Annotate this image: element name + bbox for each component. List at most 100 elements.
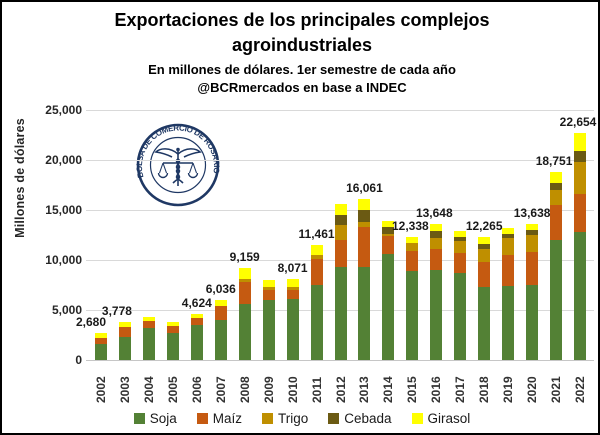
bar-segment-soja-2003	[118, 337, 131, 360]
bar-segment-trigo-2010	[286, 287, 299, 290]
legend-label-girasol: Girasol	[427, 410, 471, 426]
chart-subtitle-line2: @BCRmercados en base a INDEC	[197, 79, 407, 95]
bar-segment-trigo-2020	[526, 235, 539, 252]
x-tick-label-2014: 2014	[381, 376, 396, 403]
chart-title-block: Exportaciones de los principales complej…	[2, 8, 598, 96]
x-tick-label-2009: 2009	[261, 376, 276, 403]
bar-segment-maiz-2010	[286, 290, 299, 299]
bar-segment-soja-2015	[406, 271, 419, 360]
bar-segment-cebada-2019	[502, 233, 515, 238]
chart-legend: Soja Maíz Trigo Cebada Girasol	[2, 407, 598, 429]
x-tick-label-2015: 2015	[405, 376, 420, 403]
bar-segment-maiz-2004	[142, 321, 155, 328]
bar-segment-cebada-2022	[574, 151, 586, 162]
bar-segment-girasol-2021	[550, 172, 563, 183]
legend-item-maiz: Maíz	[196, 411, 242, 426]
bar-segment-trigo-2013	[358, 222, 371, 227]
bar-segment-trigo-2015	[406, 242, 419, 251]
bar-value-label-2007: 6,036	[205, 281, 236, 296]
bar-segment-soja-2016	[430, 270, 443, 360]
bar-segment-maiz-2014	[382, 236, 395, 254]
legend-item-cebada: Cebada	[328, 411, 392, 426]
bar-value-label-2013: 16,061	[346, 181, 383, 196]
bar-segment-trigo-2014	[382, 234, 395, 236]
bar-segment-maiz-2017	[454, 253, 467, 273]
bar-segment-girasol-2018	[478, 237, 491, 244]
bar-value-label-2011: 11,461	[298, 227, 335, 242]
x-tick-label-2011: 2011	[309, 376, 324, 403]
bar-value-label-2008: 9,159	[229, 250, 260, 265]
x-tick-label-2008: 2008	[237, 376, 252, 403]
chart-title-line2: agroindustriales	[231, 35, 373, 55]
bar-segment-trigo-2018	[478, 249, 491, 262]
bar-segment-soja-2007	[214, 320, 227, 360]
bar-segment-maiz-2012	[334, 240, 347, 267]
bar-segment-maiz-2015	[406, 251, 419, 271]
legend-item-girasol: Girasol	[411, 410, 471, 426]
bar-segment-maiz-2016	[430, 248, 443, 270]
bar-segment-cebada-2013	[358, 210, 371, 222]
bar-segment-maiz-2005	[166, 326, 179, 333]
bar-segment-maiz-2003	[118, 327, 131, 338]
bar-segment-girasol-2017	[454, 231, 467, 237]
y-tick-label: 25,000	[45, 103, 82, 117]
bar-segment-girasol-2002	[95, 333, 107, 338]
bar-segment-maiz-2011	[310, 259, 323, 285]
bar-segment-girasol-2013	[358, 199, 371, 210]
bar-value-label-2010: 8,071	[277, 261, 308, 276]
bar-segment-trigo-2019	[502, 238, 515, 255]
bar-segment-soja-2018	[478, 287, 491, 360]
y-tick-label: 0	[75, 353, 82, 367]
bar-segment-soja-2009	[262, 300, 275, 360]
x-tick-label-2007: 2007	[213, 376, 228, 403]
bar-value-label-2006: 4,624	[181, 295, 212, 310]
bar-value-label-2022: 22,654	[559, 115, 597, 130]
bar-segment-soja-2012	[334, 267, 347, 360]
y-tick-label: 15,000	[45, 203, 82, 217]
y-tick-label: 10,000	[45, 253, 82, 267]
bar-segment-cebada-2018	[478, 243, 491, 249]
bar-value-label-2018: 12,265	[465, 219, 503, 234]
bar-segment-soja-2008	[238, 304, 251, 360]
bar-segment-girasol-2019	[502, 228, 515, 234]
x-axis-line	[86, 360, 594, 361]
bar-value-label-2003: 3,778	[101, 304, 132, 319]
bar-segment-girasol-2009	[262, 280, 275, 287]
bar-segment-trigo-2011	[310, 255, 323, 259]
bar-segment-cebada-2020	[526, 230, 539, 235]
legend-swatch-maiz	[196, 412, 208, 424]
bar-segment-girasol-2012	[334, 204, 347, 215]
x-tick-label-2010: 2010	[285, 376, 300, 403]
bar-segment-cebada-2012	[334, 215, 347, 225]
chart-title-line1: Exportaciones de los principales complej…	[114, 10, 490, 30]
bar-segment-maiz-2008	[238, 282, 251, 304]
bar-segment-trigo-2022	[574, 162, 586, 194]
x-tick-label-2016: 2016	[429, 376, 444, 403]
bar-segment-trigo-2008	[238, 279, 251, 282]
y-axis-title: Millones de dólares	[13, 118, 27, 238]
bar-segment-maiz-2019	[502, 255, 515, 286]
logo-inner-ring	[149, 136, 207, 194]
legend-swatch-cebada	[328, 412, 340, 424]
bar-segment-girasol-2010	[286, 279, 299, 287]
x-tick-label-2017: 2017	[453, 376, 468, 403]
bar-segment-soja-2020	[526, 285, 539, 360]
bar-segment-girasol-2006	[190, 313, 203, 319]
y-tick-label: 20,000	[45, 153, 82, 167]
bar-segment-cebada-2017	[454, 236, 467, 241]
bar-segment-maiz-2009	[262, 290, 275, 300]
bar-segment-soja-2011	[310, 285, 323, 360]
bar-segment-girasol-2005	[166, 322, 179, 327]
x-tick-label-2006: 2006	[189, 376, 204, 403]
bar-segment-girasol-2022	[574, 133, 586, 151]
bar-segment-maiz-2002	[95, 337, 107, 344]
legend-swatch-soja	[133, 412, 145, 424]
bcr-rosario-logo: BOLSA DE COMERCIO DE ROSARIO	[136, 123, 220, 207]
bar-value-label-2020: 13,638	[513, 205, 551, 220]
bar-segment-trigo-2012	[334, 225, 347, 240]
gridline	[86, 110, 594, 111]
bar-segment-trigo-2009	[262, 287, 275, 290]
legend-item-trigo: Trigo	[261, 411, 308, 426]
bar-segment-soja-2004	[142, 328, 155, 360]
